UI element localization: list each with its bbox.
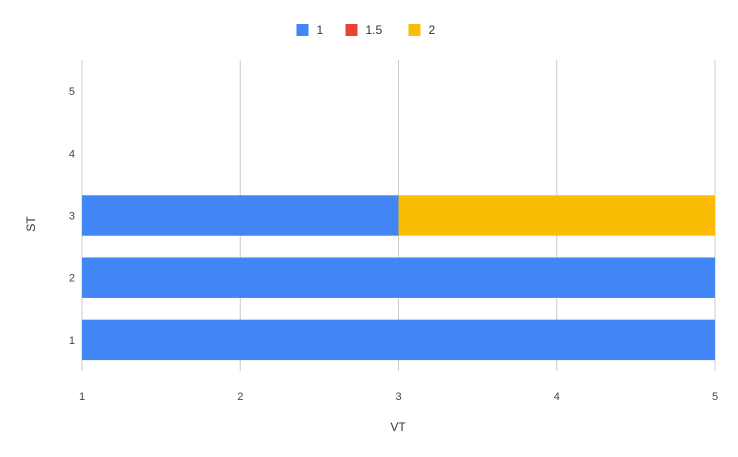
y-axis-ticks: 1 2 3 4 5	[69, 86, 75, 347]
y-tick-label: 1	[69, 335, 75, 347]
y-axis-title: ST	[24, 216, 38, 232]
legend-label-0: 1	[317, 23, 324, 37]
legend-label-1: 1.5	[366, 23, 383, 37]
y-tick-label: 3	[69, 211, 75, 223]
legend-swatch-2	[408, 24, 421, 36]
y-tick-label: 4	[69, 148, 75, 160]
x-axis-ticks: 1 2 3 4 5	[79, 391, 718, 403]
x-tick-label: 5	[712, 391, 718, 403]
x-axis-title: VT	[390, 420, 406, 434]
bar-series-0-category-2[interactable]	[82, 195, 399, 236]
y-tick-label: 5	[69, 86, 75, 98]
bar-series-0-category-1[interactable]	[82, 257, 715, 298]
bar-series-2-category-2[interactable]	[398, 195, 716, 236]
x-tick-label: 4	[554, 391, 560, 403]
x-tick-label: 3	[395, 391, 401, 403]
x-tick-label: 1	[79, 391, 85, 403]
x-tick-label: 2	[237, 391, 243, 403]
legend-swatch-1	[345, 24, 358, 36]
legend-swatch-0	[296, 24, 309, 36]
legend-label-2: 2	[429, 23, 436, 37]
bar-series-0-category-0[interactable]	[82, 319, 715, 361]
bars	[82, 195, 716, 361]
legend[interactable]: 1 1.5 2	[296, 23, 436, 37]
y-tick-label: 2	[69, 273, 75, 285]
